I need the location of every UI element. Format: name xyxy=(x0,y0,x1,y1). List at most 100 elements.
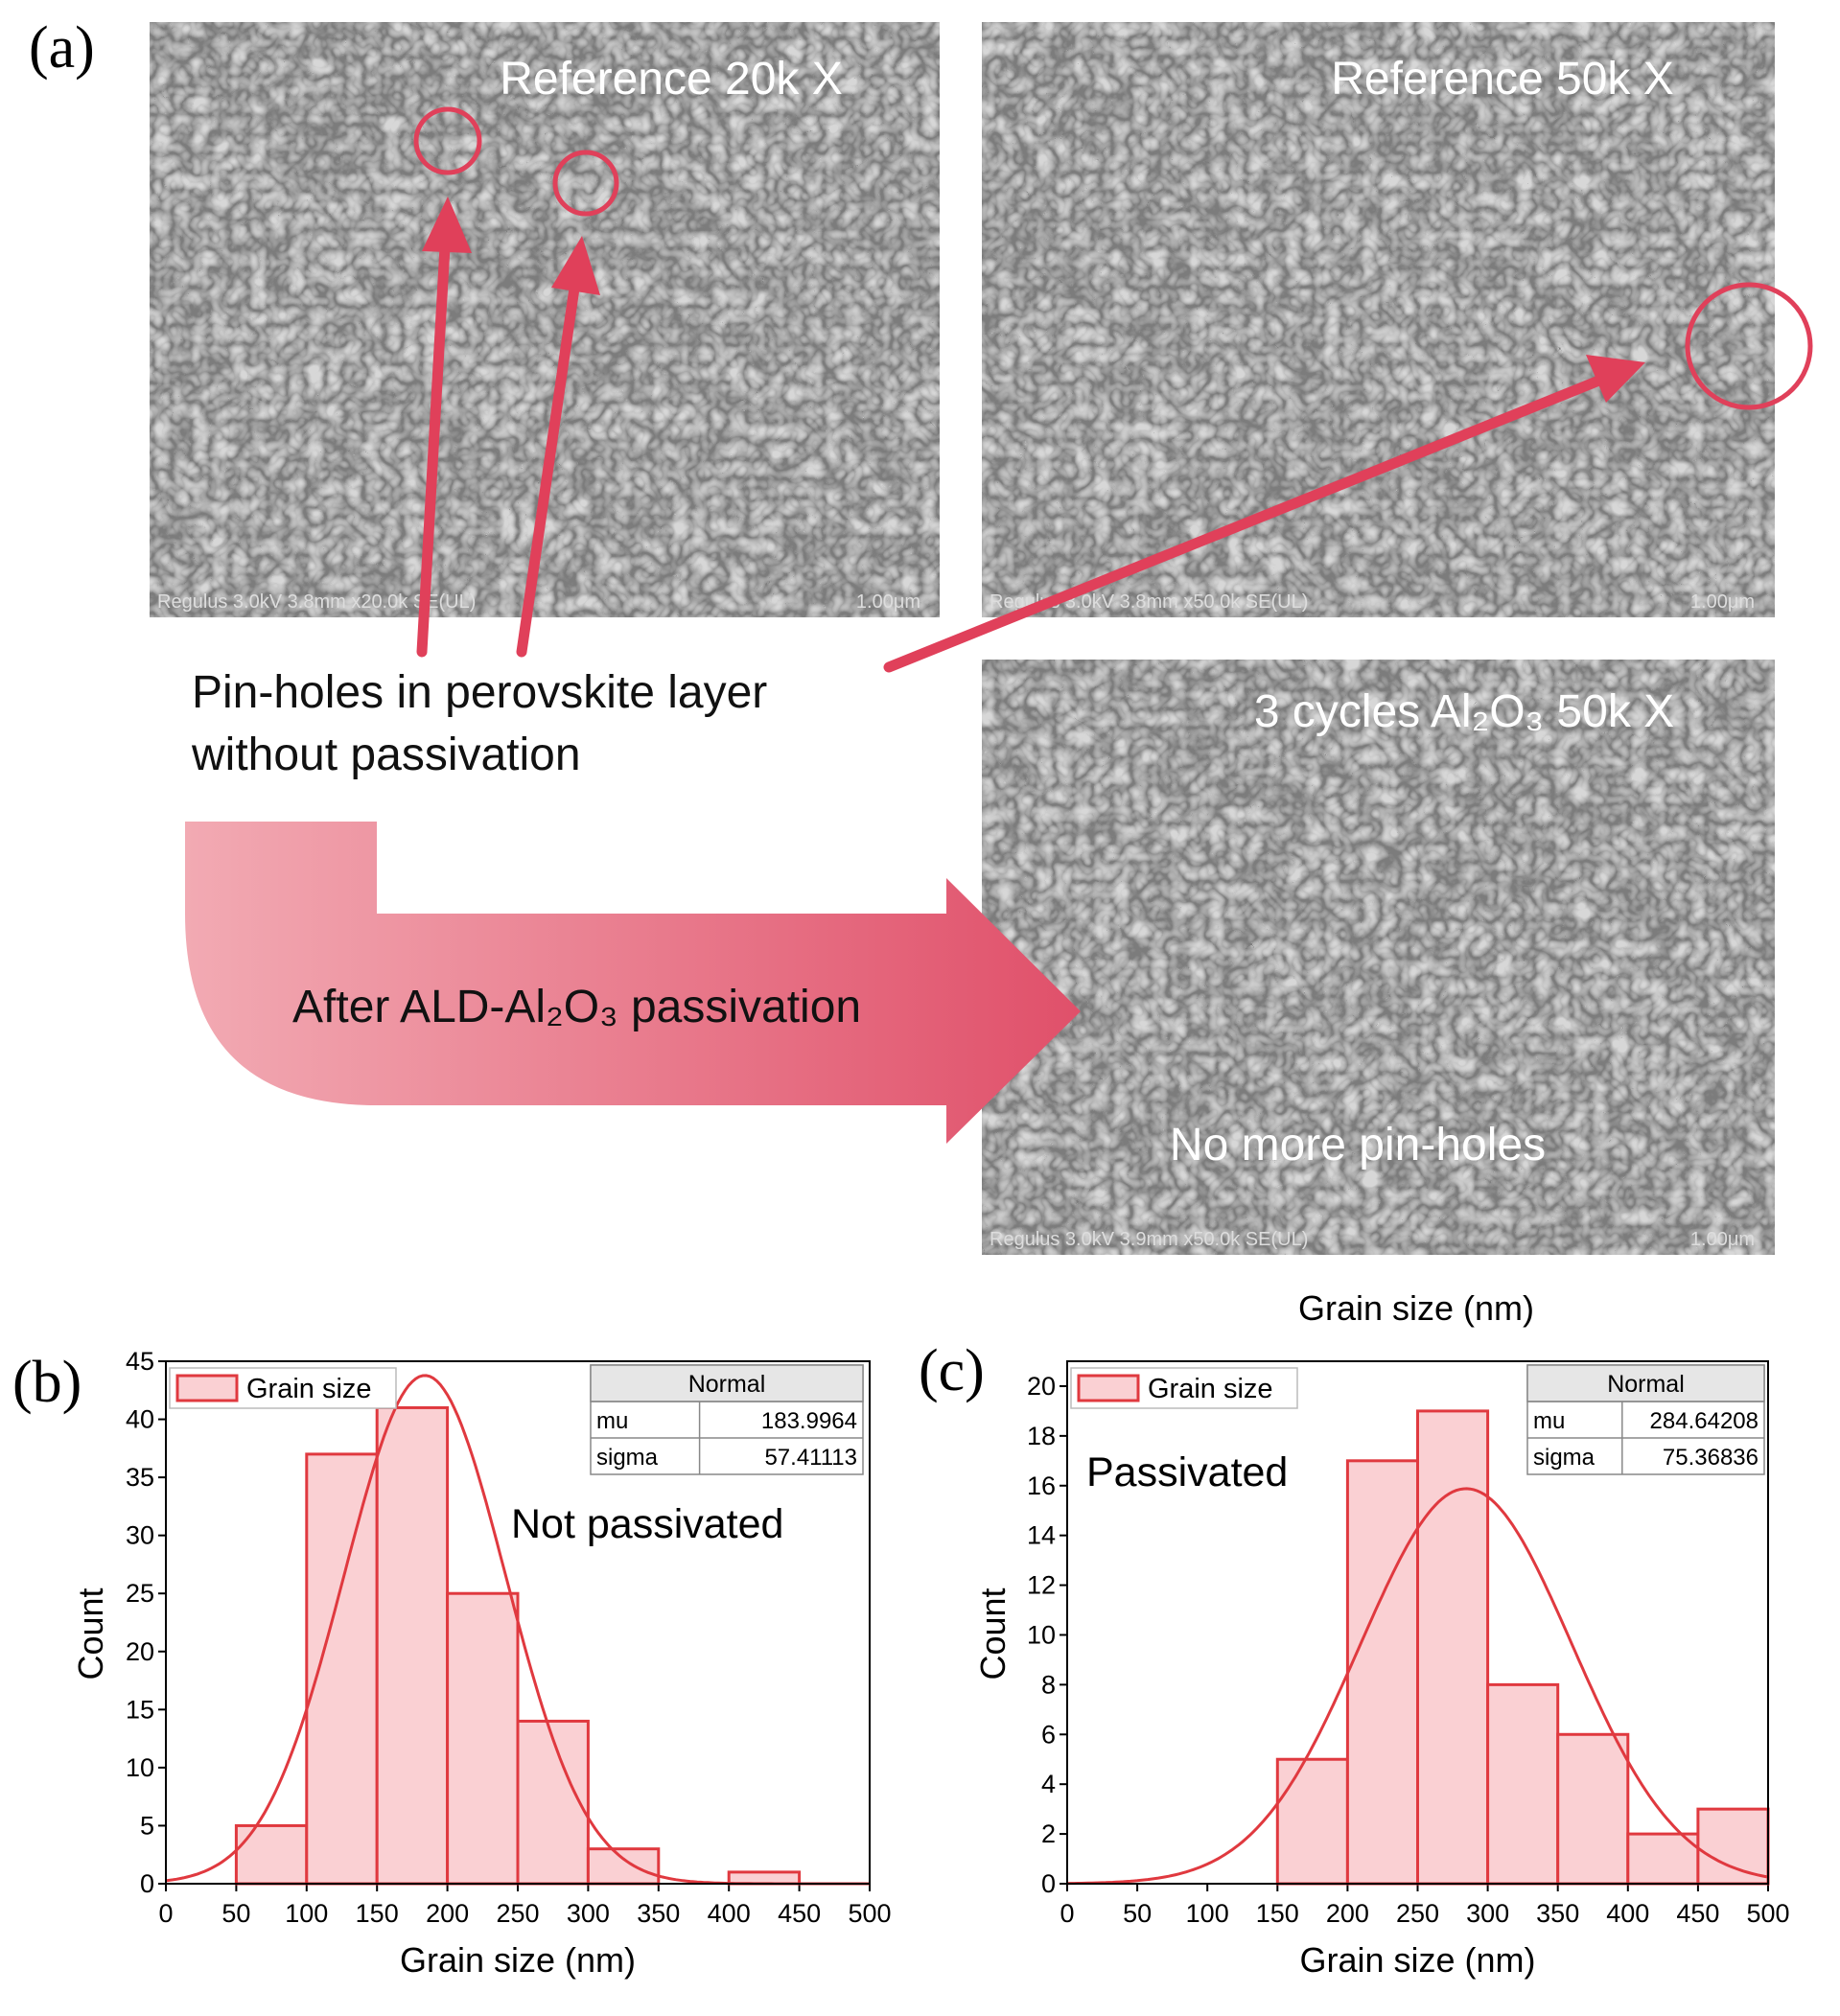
x-tick-label: 100 xyxy=(1186,1899,1229,1928)
x-tick-label: 350 xyxy=(637,1899,680,1928)
legend-swatch xyxy=(1077,1374,1140,1402)
fit-param: mu xyxy=(1533,1408,1565,1434)
bar xyxy=(727,1870,802,1886)
fit-param: mu xyxy=(596,1408,628,1434)
y-tick-label: 14 xyxy=(1027,1521,1056,1550)
image-label: Reference 20k X xyxy=(500,54,843,104)
x-tick-label: 400 xyxy=(708,1899,751,1928)
fit-value: 75.36836 xyxy=(1663,1445,1758,1471)
fit-value: 284.64208 xyxy=(1650,1408,1758,1434)
fit-value: 57.41113 xyxy=(764,1445,857,1471)
y-tick-label: 45 xyxy=(126,1347,154,1376)
y-tick-label: 20 xyxy=(1027,1372,1056,1401)
x-tick-label: 250 xyxy=(1396,1899,1439,1928)
fit-value: 183.9964 xyxy=(761,1408,857,1434)
legend-label: Grain size xyxy=(1148,1374,1273,1404)
annotation: Not passivated xyxy=(511,1501,783,1547)
y-tick-label: 0 xyxy=(1041,1869,1056,1898)
x-tick-label: 250 xyxy=(496,1899,539,1928)
image-label: 3 cycles Al₂O₃ 50k X xyxy=(1254,686,1674,737)
x-tick-label: 50 xyxy=(1123,1899,1152,1928)
x-tick-label: 500 xyxy=(1746,1899,1789,1928)
panel-label: (a) xyxy=(29,15,95,81)
y-tick-label: 16 xyxy=(1027,1471,1056,1500)
x-tick-label: 0 xyxy=(158,1899,173,1928)
y-axis-label: Count xyxy=(973,1587,1013,1680)
x-tick-label: 450 xyxy=(1676,1899,1719,1928)
bar xyxy=(1556,1732,1630,1886)
x-tick-label: 150 xyxy=(356,1899,399,1928)
y-tick-label: 25 xyxy=(126,1579,154,1608)
y-tick-label: 30 xyxy=(126,1521,154,1550)
y-tick-label: 18 xyxy=(1027,1422,1056,1450)
y-tick-label: 10 xyxy=(126,1753,154,1782)
arrow-heads xyxy=(422,197,1645,403)
x-axis-label: Grain size (nm) xyxy=(1299,1940,1535,1980)
bar xyxy=(234,1823,309,1886)
x-axis-label: Grain size (nm) xyxy=(400,1940,636,1980)
top-label: Grain size (nm) xyxy=(1298,1288,1534,1328)
x-tick-label: 150 xyxy=(1256,1899,1299,1928)
pinhole-text: without passivation xyxy=(191,730,581,780)
y-tick-label: 35 xyxy=(126,1463,154,1492)
sem-image xyxy=(982,22,1775,617)
x-tick-label: 450 xyxy=(778,1899,821,1928)
x-tick-label: 400 xyxy=(1606,1899,1649,1928)
image-note: No more pin-holes xyxy=(1170,1120,1546,1170)
y-tick-label: 5 xyxy=(140,1811,154,1840)
normal-fit xyxy=(1066,1487,1769,1886)
x-tick-label: 500 xyxy=(848,1899,891,1928)
plot-frame xyxy=(165,1360,871,1885)
x-tick-label: 200 xyxy=(1326,1899,1369,1928)
x-tick-label: 300 xyxy=(1466,1899,1509,1928)
y-tick-label: 12 xyxy=(1027,1571,1056,1600)
arrow-text: After ALD-Al₂O₃ passivation xyxy=(292,982,861,1032)
legend-swatch xyxy=(175,1374,239,1402)
x-tick-label: 300 xyxy=(567,1899,610,1928)
fit-table-head xyxy=(1526,1364,1765,1402)
sem-footer: Regulus 3.0kV 3.8mm x20.0k SE(UL) xyxy=(157,591,476,613)
y-tick-label: 6 xyxy=(1041,1720,1056,1749)
bar xyxy=(1345,1459,1420,1886)
process-arrow xyxy=(185,822,1081,1144)
panel-label: (b) xyxy=(12,1350,82,1415)
y-tick-label: 15 xyxy=(126,1695,154,1724)
x-tick-label: 100 xyxy=(285,1899,328,1928)
pointer-arrows xyxy=(416,224,1617,673)
fit-param: sigma xyxy=(596,1445,659,1471)
bar xyxy=(1696,1807,1770,1886)
fit-table-title: Normal xyxy=(1607,1371,1685,1398)
x-tick-label: 50 xyxy=(221,1899,250,1928)
pinhole-text: Pin-holes in perovskite layer xyxy=(192,667,767,718)
bar xyxy=(305,1452,379,1886)
fit-table-title: Normal xyxy=(688,1371,766,1398)
y-axis-label: Count xyxy=(71,1587,110,1680)
x-tick-label: 350 xyxy=(1536,1899,1579,1928)
sem-image xyxy=(982,660,1775,1255)
bar xyxy=(1486,1682,1560,1886)
sem-scale: 1.00μm xyxy=(1690,591,1755,613)
plot-frame xyxy=(1066,1360,1769,1885)
pinhole-circles xyxy=(413,106,1813,410)
y-tick-label: 4 xyxy=(1041,1770,1056,1798)
y-tick-label: 40 xyxy=(126,1405,154,1434)
y-tick-label: 0 xyxy=(140,1869,154,1898)
image-label: Reference 50k X xyxy=(1331,54,1674,104)
bar xyxy=(1626,1832,1700,1886)
bar xyxy=(446,1591,520,1886)
bar xyxy=(1416,1409,1490,1886)
sem-scale: 1.00μm xyxy=(856,591,920,613)
bar xyxy=(375,1405,450,1886)
sem-footer: Regulus 3.0kV 3.9mm x50.0k SE(UL) xyxy=(990,1229,1308,1250)
panel-label: (c) xyxy=(919,1338,985,1403)
y-tick-label: 8 xyxy=(1041,1670,1056,1699)
sem-scale: 1.00μm xyxy=(1690,1229,1755,1250)
bar xyxy=(586,1847,661,1886)
y-tick-label: 20 xyxy=(126,1637,154,1666)
fit-table-head xyxy=(590,1364,864,1402)
annotation: Passivated xyxy=(1086,1449,1288,1495)
y-tick-label: 10 xyxy=(1027,1620,1056,1649)
x-tick-label: 0 xyxy=(1060,1899,1074,1928)
bar xyxy=(1275,1757,1349,1886)
